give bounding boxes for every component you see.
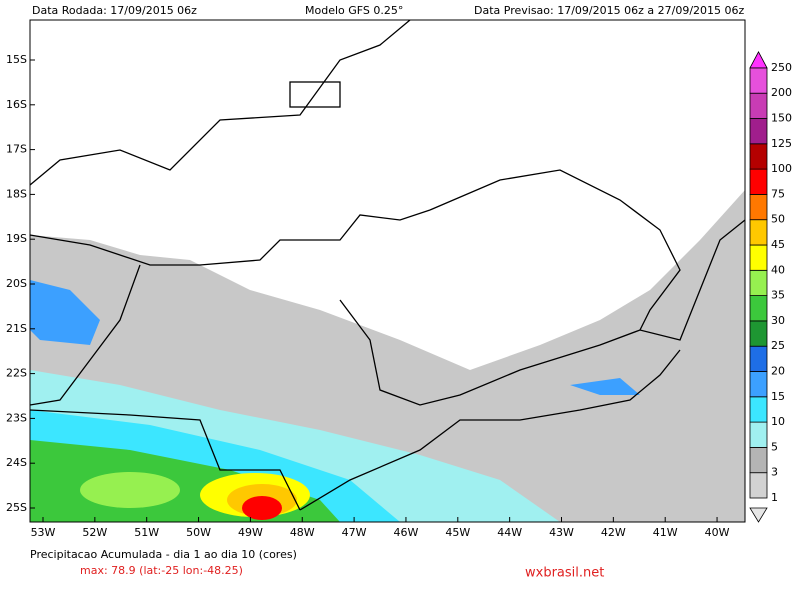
- lon-label: 43W: [549, 526, 574, 539]
- legend-label: 100: [771, 162, 792, 175]
- legend-box: [749, 421, 768, 448]
- lon-label: 52W: [82, 526, 107, 539]
- lon-label: 40W: [705, 526, 730, 539]
- field-blue: [30, 280, 100, 345]
- lat-label: 23S: [6, 411, 27, 424]
- lat-label: 15S: [6, 53, 27, 66]
- border-line: [29, 209, 431, 266]
- border-line: [29, 264, 141, 406]
- lat-label: 22S: [6, 367, 27, 380]
- legend-under: [749, 507, 768, 523]
- legend-box: [749, 371, 768, 398]
- lat-label: 25S: [6, 501, 27, 514]
- footer-max: max: 78.9 (lat:-25 lon:-48.25): [80, 564, 243, 577]
- lon-label: 47W: [342, 526, 367, 539]
- border-line: [29, 19, 411, 186]
- legend-box: [749, 143, 768, 170]
- legend-label: 3: [771, 466, 778, 479]
- legend-box: [749, 168, 768, 195]
- coastline: [299, 349, 681, 511]
- legend-box: [749, 396, 768, 423]
- legend-box: [749, 295, 768, 322]
- lon-label: 50W: [186, 526, 211, 539]
- legend-label: 10: [771, 415, 785, 428]
- legend-label: 35: [771, 289, 785, 302]
- lon-label: 44W: [497, 526, 522, 539]
- legend-box: [749, 193, 768, 221]
- lat-label: 19S: [6, 232, 27, 245]
- map-field: [29, 19, 746, 523]
- run-date: Data Rodada: 17/09/2015 06z: [32, 4, 197, 17]
- legend-box: [749, 118, 768, 145]
- legend-label: 5: [771, 440, 778, 453]
- legend-label: 150: [771, 112, 792, 125]
- field-red: [242, 496, 282, 520]
- legend-label: 45: [771, 238, 785, 251]
- lat-label: 24S: [6, 456, 27, 469]
- legend-box: [749, 269, 768, 296]
- map-frame: [29, 19, 746, 523]
- lon-label: 46W: [394, 526, 419, 539]
- legend-over: [749, 51, 768, 69]
- legend-label: 15: [771, 390, 785, 403]
- field-dry: [30, 20, 745, 370]
- legend-box: [749, 320, 768, 347]
- lon-label: 53W: [31, 526, 56, 539]
- lat-label: 18S: [6, 187, 27, 200]
- legend-box: [749, 219, 768, 246]
- lon-label: 41W: [653, 526, 678, 539]
- legend-box: [749, 472, 768, 499]
- legend-label: 125: [771, 137, 792, 150]
- legend-box: [749, 244, 768, 271]
- lat-label: 21S: [6, 322, 27, 335]
- border-line: [29, 409, 301, 511]
- model-name: Modelo GFS 0.25°: [305, 4, 403, 17]
- legend-label: 30: [771, 314, 785, 327]
- border-line: [339, 219, 746, 406]
- legend-box: [749, 345, 768, 372]
- footer-site: wxbrasil.net: [525, 566, 604, 581]
- lon-label: 51W: [134, 526, 159, 539]
- legend-box: [749, 92, 768, 119]
- legend-label: 20: [771, 365, 785, 378]
- forecast-date: Data Previsao: 17/09/2015 06z a 27/09/20…: [474, 4, 745, 17]
- legend-label: 40: [771, 263, 785, 276]
- legend-label: 50: [771, 213, 785, 226]
- border-line: [429, 169, 681, 331]
- footer-title: Precipitacao Acumulada - dia 1 ao dia 10…: [30, 548, 297, 561]
- legend-box: [749, 446, 768, 474]
- lat-label: 16S: [6, 98, 27, 111]
- lat-label: 17S: [6, 143, 27, 156]
- lon-label: 45W: [445, 526, 470, 539]
- legend-label: 250: [771, 61, 792, 74]
- field-blue-east: [570, 378, 640, 395]
- legend-label: 25: [771, 339, 785, 352]
- legend-label: 1: [771, 491, 778, 504]
- legend-box: [749, 67, 768, 94]
- lat-label: 20S: [6, 277, 27, 290]
- field-light-green: [80, 472, 180, 508]
- lon-label: 42W: [601, 526, 626, 539]
- legend-label: 200: [771, 86, 792, 99]
- border-box: [289, 81, 341, 108]
- legend-label: 75: [771, 187, 785, 200]
- lon-label: 48W: [290, 526, 315, 539]
- lon-label: 49W: [238, 526, 263, 539]
- borders: [29, 19, 746, 511]
